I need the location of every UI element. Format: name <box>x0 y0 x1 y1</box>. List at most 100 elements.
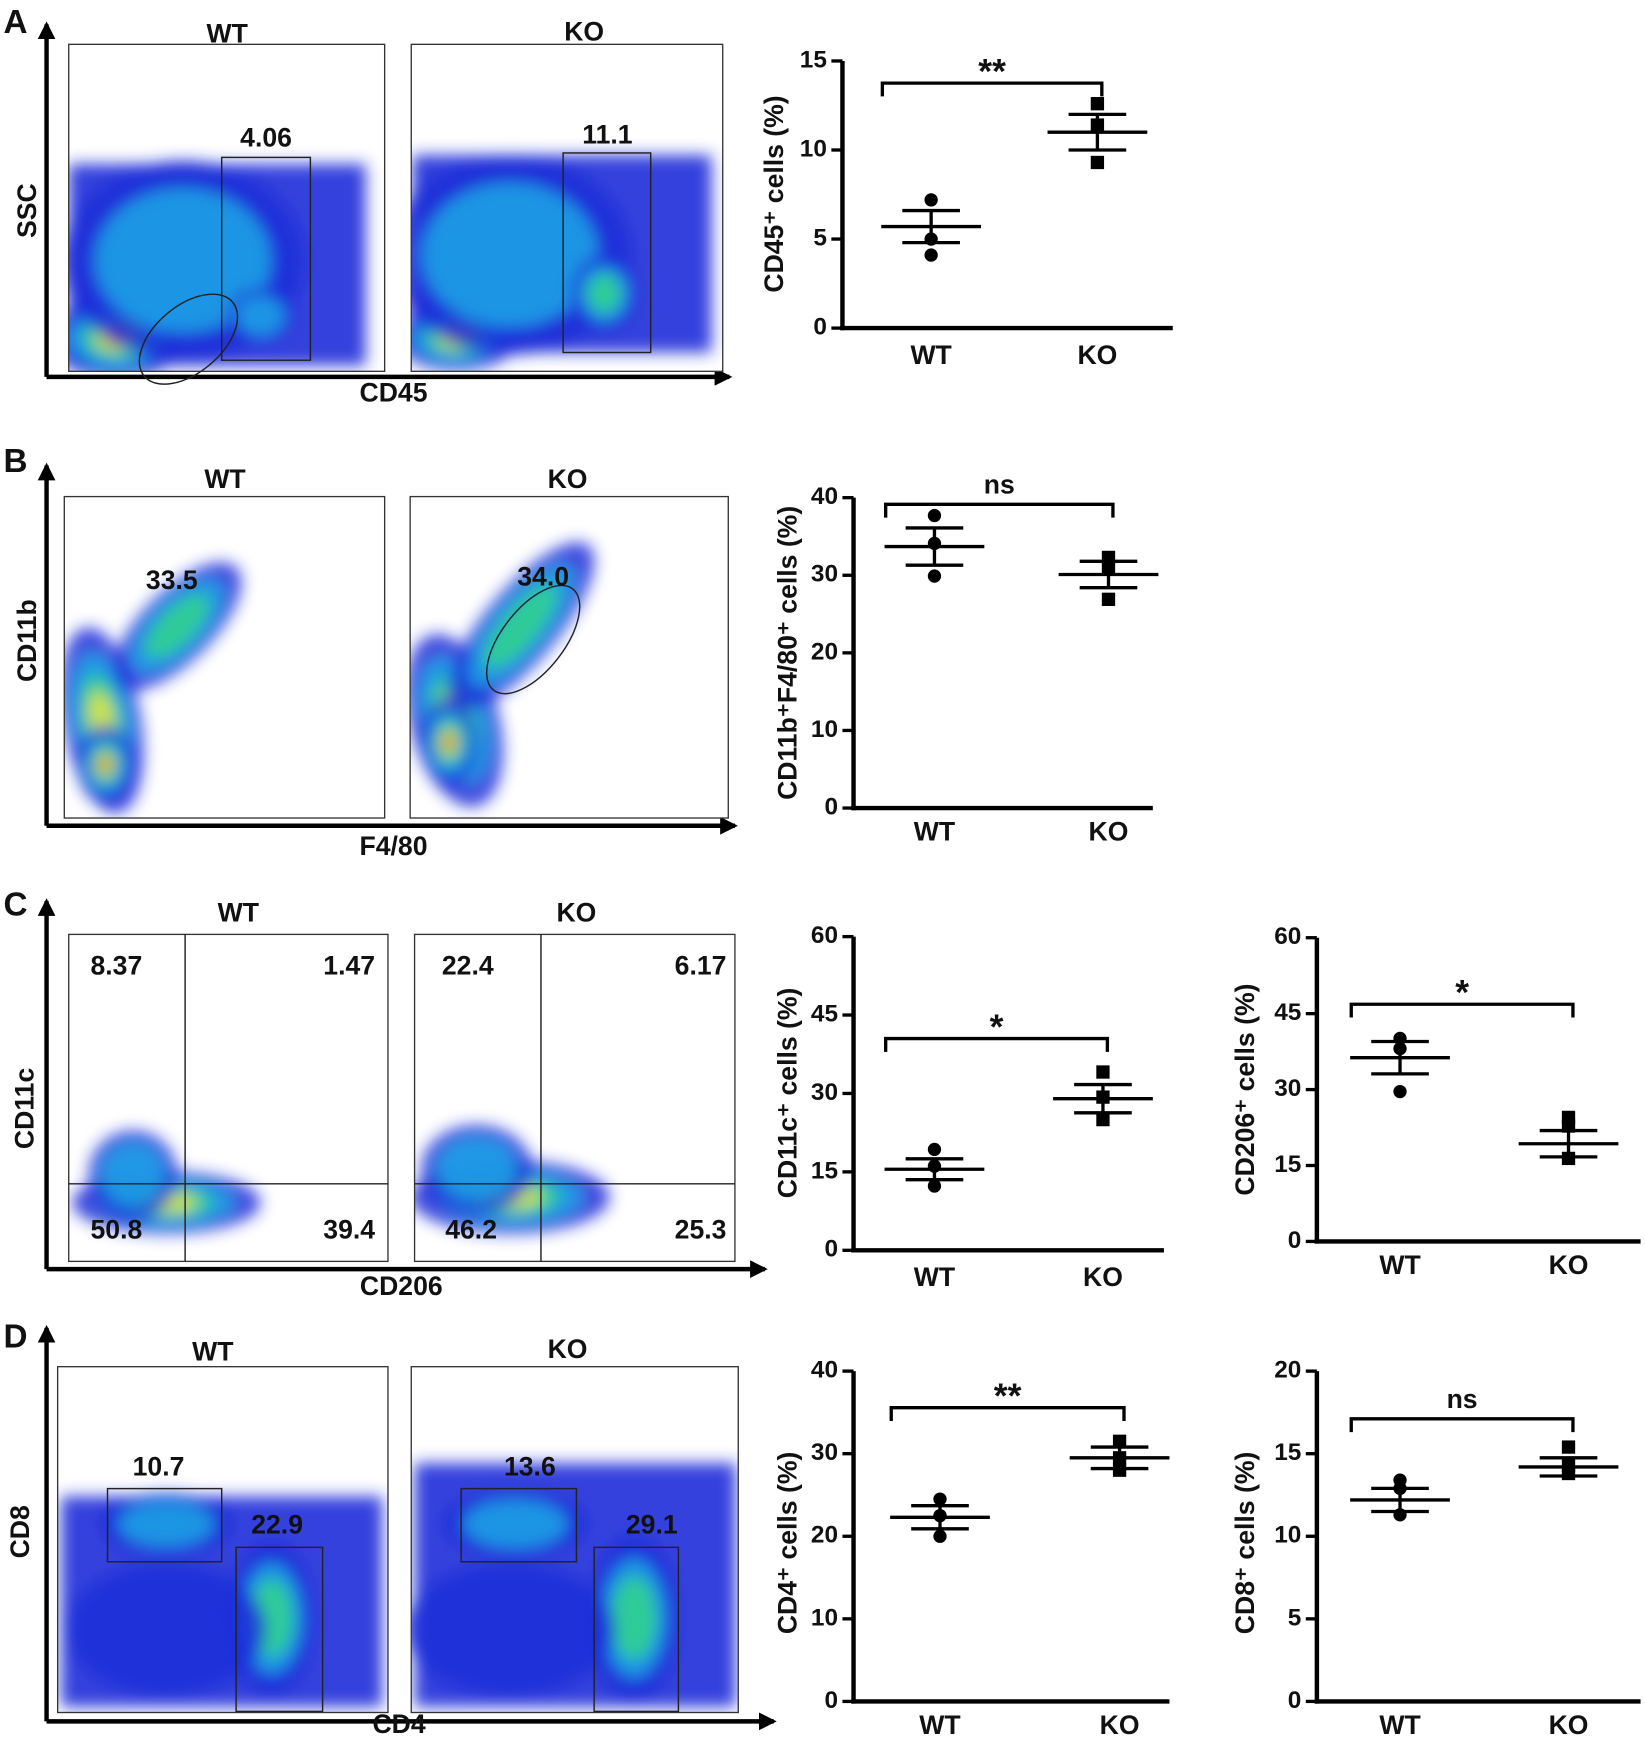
data-point <box>927 569 942 583</box>
gate-percentage: 4.06 <box>240 123 292 153</box>
data-point <box>1090 97 1105 111</box>
gate-percentage: 22.4 <box>442 951 494 981</box>
panel-letter: C <box>4 886 28 923</box>
density-layers <box>410 542 595 807</box>
y-axis-label: CD11b⁺F4/80⁺ cells (%) <box>772 506 802 800</box>
density-cloud <box>411 155 712 372</box>
y-axis-label: CD206⁺ cells (%) <box>1230 984 1260 1196</box>
density-cloud <box>72 1130 261 1234</box>
x-axis-label: CD206 <box>360 1271 443 1301</box>
plot-frame <box>410 1366 739 1714</box>
density-level <box>484 584 558 669</box>
significance-label: ns <box>1447 1384 1478 1414</box>
plot-title: KO <box>548 464 588 494</box>
y-axis-label: CD8⁺ cells (%) <box>1230 1452 1260 1635</box>
y-tick-label: 15 <box>800 46 827 73</box>
error-bar <box>1090 1445 1149 1471</box>
y-tick-label: 15 <box>1274 1439 1301 1466</box>
data-point <box>1393 1084 1407 1099</box>
y-tick-label: 15 <box>1274 1151 1301 1178</box>
y-tick-label: 5 <box>1288 1604 1302 1631</box>
y-tick-label: 20 <box>811 1522 838 1549</box>
y-tick-label: 5 <box>813 224 827 251</box>
y-tick-label: 20 <box>1274 1357 1301 1384</box>
data-point <box>924 193 938 207</box>
plot-frame <box>410 43 724 372</box>
gate-percentage: 13.6 <box>504 1452 556 1482</box>
density-layers <box>72 1130 261 1234</box>
error-bar <box>1074 1082 1132 1115</box>
gate-percentage: 6.17 <box>675 951 727 981</box>
x-tick-label: WT <box>919 1710 960 1738</box>
gate-percentage: 46.2 <box>445 1214 497 1244</box>
density-level <box>118 1501 215 1547</box>
y-tick-label: 0 <box>1288 1227 1302 1254</box>
density-level <box>463 1500 568 1549</box>
plot-title: KO <box>548 1334 588 1364</box>
significance-bracket <box>880 81 1104 97</box>
y-tick-label: 60 <box>1274 923 1301 950</box>
error-bar <box>1068 112 1127 152</box>
plot-frame <box>68 933 389 1263</box>
y-axis-label: CD8 <box>5 1505 35 1558</box>
y-tick-label: 60 <box>811 922 838 949</box>
error-bar <box>1079 559 1138 590</box>
plot-title: WT <box>207 19 248 49</box>
data-point <box>1096 1065 1110 1079</box>
y-tick-label: 0 <box>1288 1687 1302 1714</box>
plot-title: WT <box>204 464 245 494</box>
density-layers <box>68 160 366 372</box>
plot-frame <box>413 933 736 1263</box>
gate <box>593 1546 680 1713</box>
x-tick-label: KO <box>1083 1262 1123 1292</box>
significance-bracket <box>1349 1417 1575 1433</box>
gate-percentage: 25.3 <box>675 1214 727 1244</box>
y-axis-label: CD45⁺ cells (%) <box>759 95 789 292</box>
significance-label: ** <box>994 1376 1022 1416</box>
y-axis-label: CD11c <box>10 1068 40 1150</box>
density-level <box>587 274 621 314</box>
plot-frame <box>68 43 386 372</box>
y-tick-label: 10 <box>811 1604 838 1631</box>
gate <box>485 584 581 695</box>
x-tick-label: WT <box>1379 1250 1420 1280</box>
gate-percentage: 10.7 <box>133 1452 185 1482</box>
error-bar <box>1371 1486 1429 1514</box>
density-level <box>101 1143 165 1207</box>
y-tick-label: 10 <box>800 135 827 162</box>
y-tick-label: 0 <box>824 793 838 820</box>
significance-label: ** <box>978 52 1006 92</box>
error-bar <box>911 1504 969 1531</box>
gate <box>138 293 239 385</box>
gate-percentage: 33.5 <box>146 565 198 595</box>
gate <box>562 152 652 354</box>
x-tick-label: KO <box>1549 1710 1589 1738</box>
y-tick-label: 0 <box>824 1236 838 1263</box>
data-point <box>1096 1112 1110 1127</box>
density-level <box>422 183 598 327</box>
density-cloud <box>410 542 595 807</box>
density-cloud <box>414 1125 610 1234</box>
y-tick-label: 0 <box>824 1687 838 1714</box>
x-tick-label: WT <box>914 817 955 847</box>
gate-percentage: 29.1 <box>626 1509 678 1539</box>
gate <box>460 1487 578 1563</box>
gate-percentage: 8.37 <box>91 951 143 981</box>
density-level <box>611 1576 657 1660</box>
gate <box>235 1546 324 1713</box>
significance-bracket <box>884 502 1115 518</box>
panel-letter: A <box>4 4 28 41</box>
x-tick-label: WT <box>914 1262 955 1292</box>
density-level <box>100 757 111 772</box>
y-axis-label: SSC <box>12 183 42 238</box>
density-level <box>95 188 271 333</box>
plot-title: WT <box>218 897 259 927</box>
y-tick-label: 30 <box>1274 1075 1301 1102</box>
y-tick-label: 30 <box>811 561 838 588</box>
gate-percentage: 34.0 <box>517 562 569 592</box>
plot-title: WT <box>192 1336 233 1366</box>
significance-bracket <box>889 1406 1126 1421</box>
x-tick-label: KO <box>1089 817 1129 847</box>
x-tick-label: KO <box>1100 1710 1140 1738</box>
